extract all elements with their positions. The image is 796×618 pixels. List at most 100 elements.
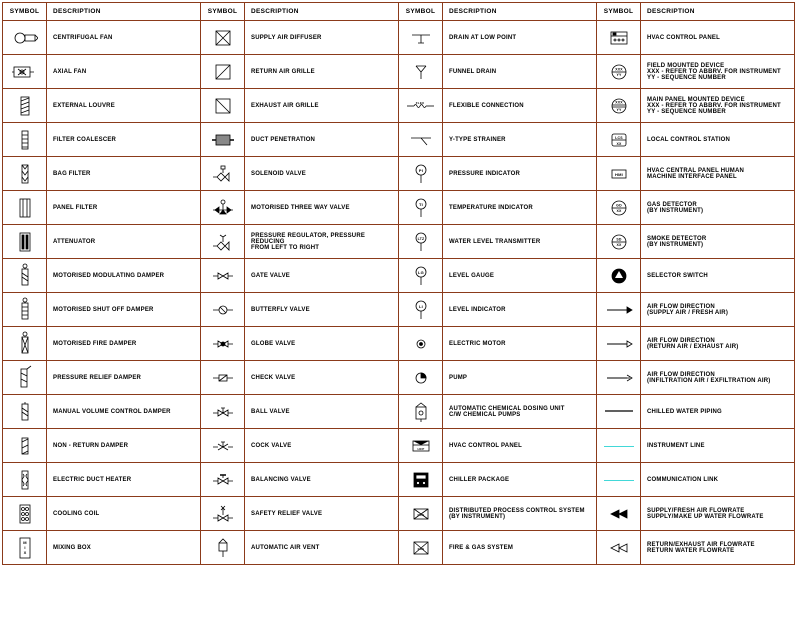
desc-label: ATTENUATOR — [47, 225, 201, 259]
supply-flowrate-icon — [597, 497, 641, 531]
supply-air-diffuser-icon — [201, 21, 245, 55]
desc-label: NON - RETURN DAMPER — [47, 429, 201, 463]
table-row: EXTERNAL LOUVREEXHAUST AIR GRILLEFLEXFLE… — [3, 89, 795, 123]
table-row: MOTORISED MODULATING DAMPERGATE VALVELGL… — [3, 259, 795, 293]
level-indicator-icon: LI — [399, 293, 443, 327]
table-row: MOTORISED SHUT OFF DAMPERBUTTERFLY VALVE… — [3, 293, 795, 327]
air-flow-supply-icon — [597, 293, 641, 327]
external-louvre-icon — [3, 89, 47, 123]
auto-air-vent-icon — [201, 531, 245, 565]
svg-text:XX: XX — [616, 243, 622, 247]
pressure-indicator-icon: PI — [399, 157, 443, 191]
desc-label: LOCAL CONTROL STATION — [641, 123, 795, 157]
desc-label: MANUAL VOLUME CONTROL DAMPER — [47, 395, 201, 429]
header-row: SYMBOL DESCRIPTION SYMBOL DESCRIPTION SY… — [3, 3, 795, 21]
fire-damper-icon — [3, 327, 47, 361]
table-row: FILTER COALESCER DUCT PENETRATION Y-TYPE S… — [3, 123, 795, 157]
balancing-valve-icon — [201, 463, 245, 497]
nr-damper-icon — [3, 429, 47, 463]
temp-indicator-icon: TI — [399, 191, 443, 225]
desc-label: DISTRIBUTED PROCESS CONTROL SYSTEM(BY IN… — [443, 497, 597, 531]
globe-valve-icon — [201, 327, 245, 361]
desc-label: DUCT PENETRATION — [245, 123, 399, 157]
desc-label: AUTOMATIC AIR VENT — [245, 531, 399, 565]
shutoff-damper-icon — [3, 293, 47, 327]
desc-label: DRAIN AT LOW POINT — [443, 21, 597, 55]
desc-label: HVAC CONTROL PANEL — [641, 21, 795, 55]
chem-dosing-icon — [399, 395, 443, 429]
centrifugal-fan-icon — [3, 21, 47, 55]
svg-text:YY: YY — [616, 73, 622, 77]
desc-label: FUNNEL DRAIN — [443, 55, 597, 89]
table-row: BAG FILTERSOLENOID VALVEPIPRESSURE INDIC… — [3, 157, 795, 191]
desc-label: COCK VALVE — [245, 429, 399, 463]
svg-text:TI: TI — [419, 202, 423, 207]
table-row: MOTORISED FIRE DAMPERGLOBE VALVEELECTRIC… — [3, 327, 795, 361]
desc-label: MOTORISED MODULATING DAMPER — [47, 259, 201, 293]
relief-damper-icon — [3, 361, 47, 395]
desc-label: SELECTOR SWITCH — [641, 259, 795, 293]
duct-penetration-icon — [201, 123, 245, 157]
table-row: PRESSURE RELIEF DAMPERCHECK VALVEPUMPAIR… — [3, 361, 795, 395]
main-panel-device-icon: XXX YY — [597, 89, 641, 123]
desc-label: MIXING BOX — [47, 531, 201, 565]
air-flow-return-icon — [597, 327, 641, 361]
smoke-detector-icon: SD XX — [597, 225, 641, 259]
desc-label: GAS DETECTOR(BY INSTRUMENT) — [641, 191, 795, 225]
hvac-control-panel-2-icon — [597, 21, 641, 55]
local-control-station-icon: LCSXX — [597, 123, 641, 157]
three-way-valve-icon — [201, 191, 245, 225]
desc-label: PRESSURE REGULATOR, PRESSURE REDUCINGFRO… — [245, 225, 399, 259]
desc-label: FILTER COALESCER — [47, 123, 201, 157]
desc-label: CHECK VALVE — [245, 361, 399, 395]
desc-label: HVAC CONTROL PANEL — [443, 429, 597, 463]
panel-filter-icon — [3, 191, 47, 225]
desc-label: MAIN PANEL MOUNTED DEVICEXXX - REFER TO … — [641, 89, 795, 123]
desc-label: BUTTERFLY VALVE — [245, 293, 399, 327]
chilled-water-icon — [597, 395, 641, 429]
svg-text:XX: XX — [616, 142, 622, 146]
desc-label: FIRE & GAS SYSTEM — [443, 531, 597, 565]
desc-label: CHILLED WATER PIPING — [641, 395, 795, 429]
exhaust-air-grille-icon — [201, 89, 245, 123]
desc-label: MOTORISED FIRE DAMPER — [47, 327, 201, 361]
header-symbol-3: SYMBOL — [399, 3, 443, 21]
svg-text:SD: SD — [616, 237, 622, 241]
butterfly-valve-icon — [201, 293, 245, 327]
axial-fan-icon — [3, 55, 47, 89]
desc-label: BALANCING VALVE — [245, 463, 399, 497]
desc-label: ELECTRIC MOTOR — [443, 327, 597, 361]
level-gauge-icon: LG — [399, 259, 443, 293]
svg-text:YY: YY — [616, 108, 622, 112]
desc-label: BALL VALVE — [245, 395, 399, 429]
desc-label: PRESSURE INDICATOR — [443, 157, 597, 191]
table-row: AXIAL FANRETURN AIR GRILLEFUNNEL DRAINXX… — [3, 55, 795, 89]
hmi-panel-icon: HMI — [597, 157, 641, 191]
desc-label: AIR FLOW DIRECTION(SUPPLY AIR / FRESH AI… — [641, 293, 795, 327]
svg-text:LI: LI — [419, 304, 423, 309]
desc-label: Y-TYPE STRAINER — [443, 123, 597, 157]
desc-label: AUTOMATIC CHEMICAL DOSING UNITC/W CHEMIC… — [443, 395, 597, 429]
svg-text:GD: GD — [616, 203, 622, 207]
svg-text:XXX: XXX — [615, 100, 623, 104]
vol-damper-icon — [3, 395, 47, 429]
svg-text:XXX: XXX — [615, 67, 623, 71]
desc-label: ELECTRIC DUCT HEATER — [47, 463, 201, 497]
table-row: CENTRIFUGAL FANSUPPLY AIR DIFFUSERDRAIN … — [3, 21, 795, 55]
desc-label: COMMUNICATION LINK — [641, 463, 795, 497]
table-row: ATTENUATOR PRESSURE REGULATOR, PRESSURE R… — [3, 225, 795, 259]
desc-label: PANEL FILTER — [47, 191, 201, 225]
desc-label: FLEXIBLE CONNECTION — [443, 89, 597, 123]
duct-heater-icon — [3, 463, 47, 497]
desc-label: CHILLER PACKAGE — [443, 463, 597, 497]
svg-text:LG: LG — [418, 270, 424, 275]
table-row: PANEL FILTERMOTORISED THREE WAY VALVETIT… — [3, 191, 795, 225]
desc-label: EXHAUST AIR GRILLE — [245, 89, 399, 123]
header-desc-3: DESCRIPTION — [443, 3, 597, 21]
desc-label: SUPPLY/FRESH AIR FLOWRATESUPPLY/MAKE UP … — [641, 497, 795, 531]
desc-label: WATER LEVEL TRANSMITTER — [443, 225, 597, 259]
instrument-line-icon — [597, 429, 641, 463]
check-valve-icon — [201, 361, 245, 395]
gate-valve-icon — [201, 259, 245, 293]
header-desc-1: DESCRIPTION — [47, 3, 201, 21]
